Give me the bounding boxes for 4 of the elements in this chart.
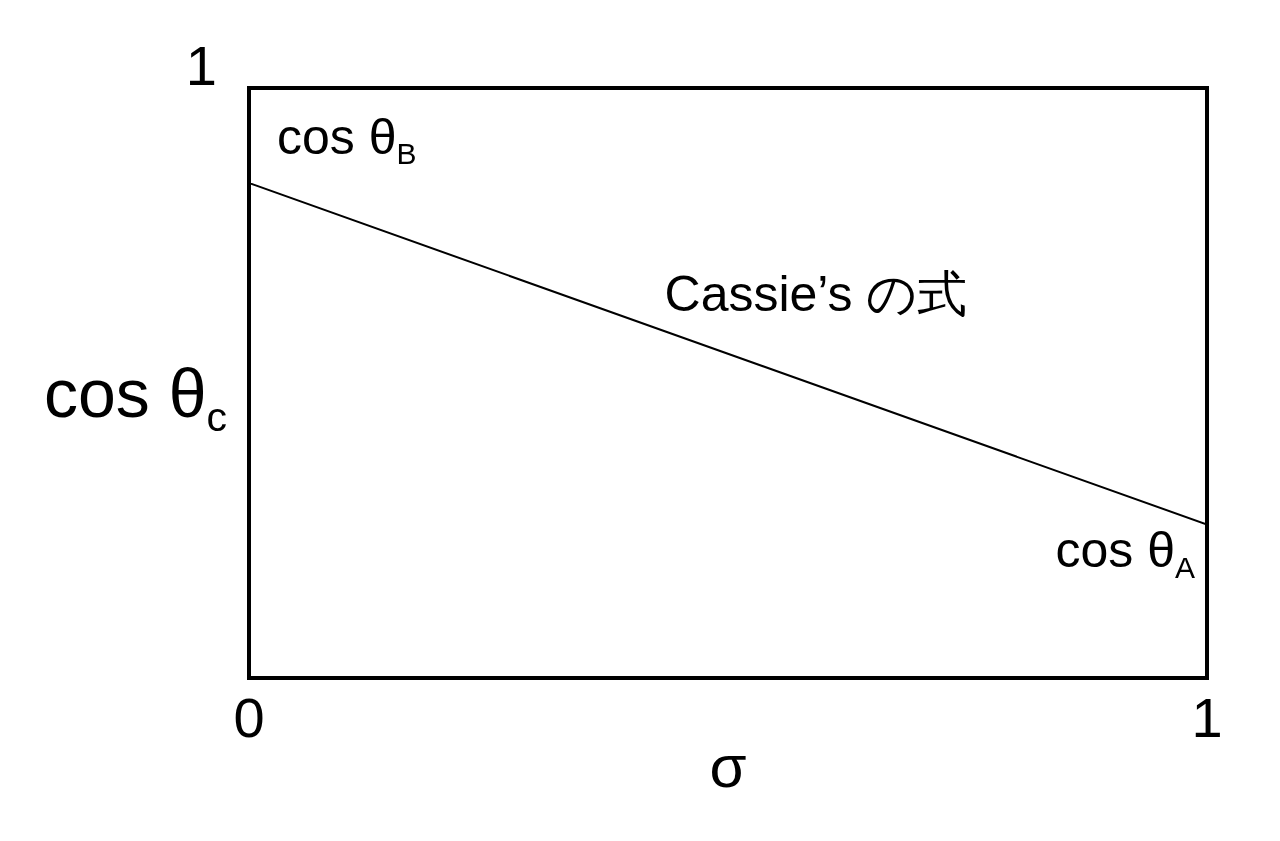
series-label: Cassie’s の式 [664, 265, 968, 322]
x-axis-title: σ [709, 732, 747, 800]
text: 1 [185, 34, 218, 98]
x-tick-label: 0 [233, 686, 265, 750]
